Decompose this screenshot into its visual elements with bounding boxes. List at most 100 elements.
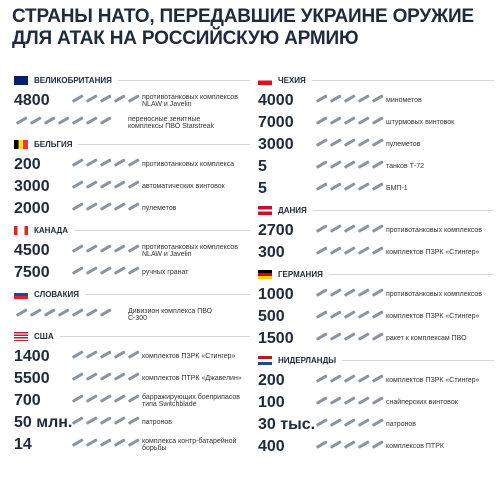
weapon-icon	[86, 202, 98, 210]
item-row: 1500 ракет к комплексам ПВО	[258, 328, 494, 350]
country-header: США	[14, 326, 250, 346]
weapon-icon	[114, 438, 126, 446]
description: БМП-1	[386, 185, 408, 193]
icon-strip	[70, 369, 142, 390]
country-header: КАНАДА	[14, 220, 250, 240]
weapon-icon	[358, 116, 370, 124]
weapon-icon	[358, 160, 370, 168]
weapon-icon	[114, 158, 126, 166]
weapon-icon	[30, 116, 42, 124]
weapon-icon	[358, 246, 370, 254]
weapon-icon	[372, 116, 384, 124]
weapon-icon	[330, 224, 342, 232]
divider	[342, 359, 494, 361]
divider	[312, 209, 494, 211]
description: комплектов ПЗРК «Стингер»	[142, 353, 236, 361]
title-line: СТРАНЫ НАТО, ПЕРЕДАВШИЕ УКРАИНЕ ОРУЖИЕ	[12, 6, 474, 27]
weapon-icon	[86, 244, 98, 252]
divider	[117, 79, 250, 81]
weapon-icon	[330, 374, 342, 382]
weapon-icon	[330, 138, 342, 146]
weapon-icon	[114, 266, 126, 274]
amount: 1400	[14, 348, 50, 365]
icons	[72, 394, 140, 402]
item-row: 4000 минометов	[258, 90, 494, 112]
weapon-icon	[372, 224, 384, 232]
icons	[72, 158, 140, 166]
flag	[258, 75, 272, 85]
amount: 700	[14, 392, 41, 409]
amount: 100	[258, 394, 285, 411]
weapon-icon	[344, 224, 356, 232]
weapon-icon	[344, 288, 356, 296]
icon-strip	[314, 221, 386, 242]
weapon-icon	[358, 418, 370, 426]
icons	[72, 180, 140, 188]
icon-strip	[70, 347, 142, 368]
icons	[316, 246, 384, 254]
weapon-icon	[358, 288, 370, 296]
country-header: ДАНИЯ	[258, 200, 494, 220]
weapon-icon	[100, 416, 112, 424]
weapon-icon	[100, 158, 112, 166]
icon-strip	[314, 285, 386, 306]
amount: 400	[258, 438, 285, 455]
weapon-icon	[72, 94, 84, 102]
icon-strip	[314, 329, 386, 350]
weapon-icon	[114, 372, 126, 380]
weapon-icon	[330, 440, 342, 448]
weapon-icon	[372, 310, 384, 318]
weapon-icon	[114, 202, 126, 210]
weapon-icon	[344, 374, 356, 382]
weapon-icon	[72, 438, 84, 446]
weapon-icon	[72, 180, 84, 188]
description: автоматических винтовок	[142, 183, 225, 191]
weapon-icon	[86, 350, 98, 358]
weapon-icon	[100, 394, 112, 402]
description: противотанковых комплекса	[142, 161, 235, 169]
weapon-icon	[330, 310, 342, 318]
description: комплектов ПЗРК «Стингер»	[386, 377, 480, 385]
flag	[14, 139, 28, 149]
weapon-icon	[358, 374, 370, 382]
weapon-icon	[114, 350, 126, 358]
country-name: США	[34, 331, 54, 341]
item-row: 5500 комплектов ПТРК «Джавелин»	[14, 368, 250, 390]
icons	[16, 308, 112, 316]
weapon-icon	[330, 246, 342, 254]
weapon-icon	[344, 332, 356, 340]
weapon-icon	[344, 440, 356, 448]
amount: 200	[258, 372, 285, 389]
icons	[72, 244, 140, 252]
item-row: 3000 пулеметов	[258, 134, 494, 156]
weapon-icon	[330, 332, 342, 340]
icon-strip	[70, 199, 142, 220]
item-row: переносные зенитные комплексы ПВО Starst…	[14, 112, 250, 134]
amount: 300	[258, 244, 285, 261]
weapon-icon	[358, 94, 370, 102]
weapon-icon	[128, 438, 140, 446]
amount: 1500	[258, 330, 294, 347]
weapon-icon	[100, 116, 112, 124]
icons	[316, 418, 384, 426]
weapon-icon	[72, 372, 84, 380]
weapon-icon	[86, 394, 98, 402]
icons	[316, 310, 384, 318]
icon-strip	[70, 413, 142, 434]
weapon-icon	[330, 396, 342, 404]
icon-strip	[314, 307, 386, 328]
icons	[16, 116, 112, 124]
weapon-icon	[316, 374, 328, 382]
item-row: 50 млн. патронов	[14, 412, 250, 434]
icons	[316, 440, 384, 448]
icons	[316, 94, 384, 102]
weapon-icon	[72, 116, 84, 124]
icons	[72, 372, 140, 380]
icon-strip	[14, 113, 124, 134]
weapon-icon	[358, 396, 370, 404]
weapon-icon	[128, 180, 140, 188]
icon-strip	[70, 177, 142, 198]
weapon-icon	[100, 350, 112, 358]
item-row: 5 танков Т-72	[258, 156, 494, 178]
weapon-icon	[316, 396, 328, 404]
